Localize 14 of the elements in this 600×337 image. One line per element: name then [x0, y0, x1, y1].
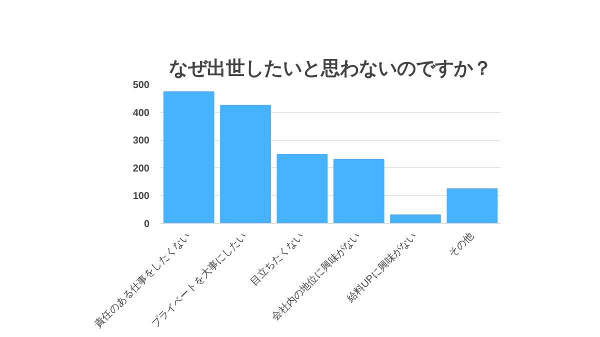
bar: [276, 154, 328, 224]
y-tick-label: 0: [144, 219, 150, 230]
chart-title: なぜ出世したいと思わないのですか？: [169, 58, 492, 80]
y-tick-label: 500: [132, 80, 150, 91]
bar: [333, 159, 384, 224]
y-tick-label: 300: [132, 136, 150, 147]
bar: [390, 214, 441, 224]
y-tick-label: 100: [132, 191, 150, 202]
bar: [446, 188, 498, 224]
x-tick-label: その他: [446, 230, 476, 260]
y-tick-label: 400: [132, 108, 150, 119]
bar: [163, 91, 214, 224]
bar: [220, 104, 271, 224]
y-tick-label: 200: [132, 163, 150, 174]
